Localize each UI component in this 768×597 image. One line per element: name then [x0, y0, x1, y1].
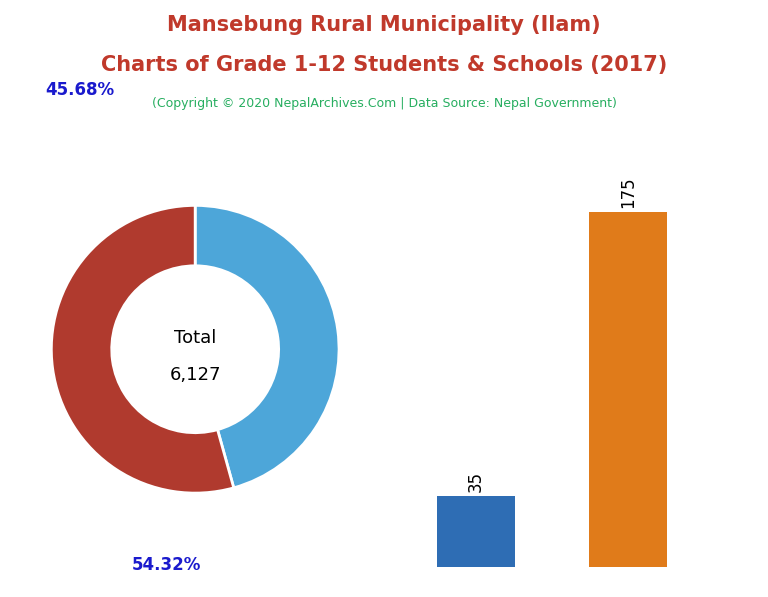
Text: 35: 35	[467, 471, 485, 492]
Text: 45.68%: 45.68%	[45, 81, 114, 99]
Text: Mansebung Rural Municipality (Ilam): Mansebung Rural Municipality (Ilam)	[167, 15, 601, 35]
Text: 175: 175	[619, 177, 637, 208]
Wedge shape	[195, 205, 339, 488]
Text: 54.32%: 54.32%	[132, 556, 201, 574]
Bar	[589, 213, 667, 567]
Text: Charts of Grade 1-12 Students & Schools (2017): Charts of Grade 1-12 Students & Schools …	[101, 55, 667, 75]
Bar	[437, 496, 515, 567]
Wedge shape	[51, 205, 233, 493]
Text: Total: Total	[174, 329, 217, 347]
Text: (Copyright © 2020 NepalArchives.Com | Data Source: Nepal Government): (Copyright © 2020 NepalArchives.Com | Da…	[151, 97, 617, 110]
Text: 6,127: 6,127	[170, 366, 221, 384]
